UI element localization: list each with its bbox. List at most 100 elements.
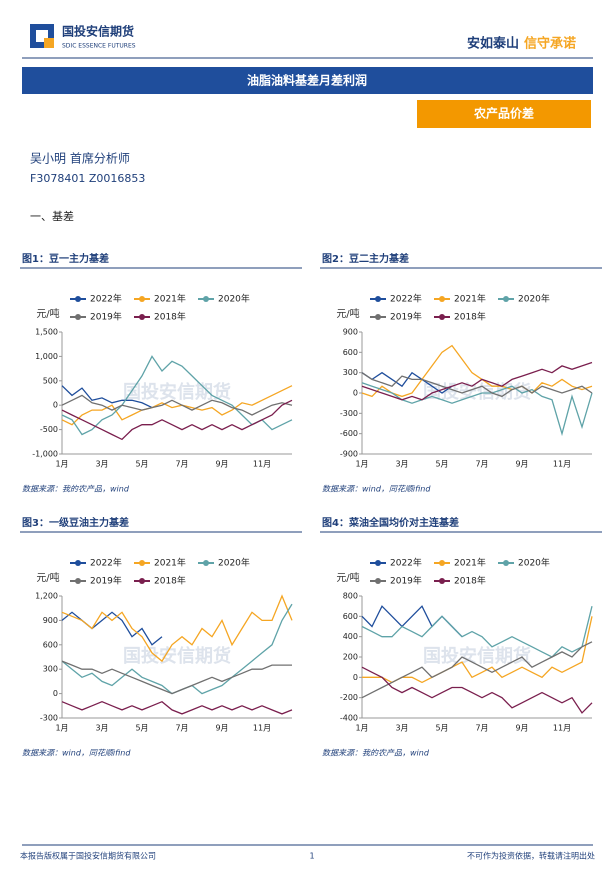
- y-tick-label: -1,000: [32, 450, 58, 459]
- legend-label: 2020年: [518, 557, 550, 569]
- y-tick-label: 1,000: [35, 352, 58, 361]
- legend-marker: [75, 296, 81, 302]
- x-tick-label: 7月: [475, 460, 488, 469]
- legend-marker: [503, 560, 509, 566]
- y-tick-label: 500: [43, 376, 58, 385]
- legend-label: 2018年: [454, 575, 486, 587]
- x-tick-label: 11月: [253, 460, 271, 469]
- legend-marker: [139, 578, 145, 584]
- legend-label: 2021年: [454, 557, 486, 569]
- x-tick-label: 7月: [175, 724, 188, 733]
- x-tick-label: 1月: [55, 460, 68, 469]
- legend-marker: [75, 314, 81, 320]
- legend-label: 2020年: [518, 293, 550, 305]
- legend-marker: [439, 296, 445, 302]
- series-line: [361, 641, 593, 699]
- y-tick-label: 400: [343, 632, 358, 641]
- legend-label: 2022年: [390, 557, 422, 569]
- y-tick-label: 200: [343, 653, 358, 662]
- series-line: [61, 394, 293, 416]
- series-line: [61, 385, 153, 409]
- footer-right: 不可作为投资依据，转载请注明出处: [467, 851, 595, 861]
- x-tick-label: 1月: [355, 724, 368, 733]
- legend-label: 2019年: [90, 575, 122, 587]
- legend-marker: [75, 560, 81, 566]
- legend-marker: [439, 560, 445, 566]
- y-tick-label: -300: [40, 714, 58, 723]
- legend-label: 2022年: [90, 557, 122, 569]
- series-line: [61, 594, 293, 663]
- y-tick-label: 300: [43, 665, 58, 674]
- legend-marker: [375, 314, 381, 320]
- x-tick-label: 7月: [175, 460, 188, 469]
- y-tick-label: 300: [343, 368, 358, 377]
- x-tick-label: 5月: [435, 460, 448, 469]
- legend-label: 2022年: [390, 293, 422, 305]
- legend-marker: [139, 296, 145, 302]
- x-tick-label: 9月: [515, 460, 528, 469]
- y-tick-label: -200: [340, 693, 358, 702]
- series-line: [61, 700, 293, 715]
- figure-title: 图3：一级豆油主力基差: [22, 516, 129, 529]
- legend-label: 2019年: [390, 575, 422, 587]
- x-tick-label: 1月: [355, 460, 368, 469]
- y-axis-label: 元/吨: [36, 307, 59, 320]
- legend-label: 2020年: [218, 557, 250, 569]
- series-line: [361, 666, 593, 714]
- y-tick-label: 800: [343, 592, 358, 601]
- y-tick-label: 600: [343, 612, 358, 621]
- legend-marker: [75, 578, 81, 584]
- legend-label: 2021年: [154, 557, 186, 569]
- x-tick-label: 3月: [395, 724, 408, 733]
- logo-accent: [44, 38, 54, 48]
- x-tick-label: 7月: [475, 724, 488, 733]
- legend-marker: [139, 560, 145, 566]
- y-tick-label: 0: [353, 389, 358, 398]
- figure-title: 图4：菜油全国均价对主连基差: [322, 516, 459, 529]
- section-heading: 一、基差: [30, 209, 74, 223]
- watermark: 国投安信期货: [123, 381, 231, 403]
- x-tick-label: 1月: [55, 724, 68, 733]
- legend-marker: [375, 560, 381, 566]
- watermark: 国投安信期货: [423, 381, 531, 403]
- legend-marker: [503, 296, 509, 302]
- legend-label: 2022年: [90, 293, 122, 305]
- series-line: [361, 344, 593, 398]
- y-tick-label: 1,200: [35, 592, 58, 601]
- y-tick-label: -500: [40, 425, 58, 434]
- figure-title: 图2：豆二主力基差: [322, 252, 409, 265]
- x-tick-label: 3月: [95, 724, 108, 733]
- y-tick-label: -400: [340, 714, 358, 723]
- y-tick-label: 600: [343, 348, 358, 357]
- title-bar: [22, 67, 593, 94]
- y-tick-label: -600: [340, 429, 358, 438]
- x-tick-label: 3月: [95, 460, 108, 469]
- series-line: [361, 361, 593, 401]
- x-tick-label: 5月: [135, 460, 148, 469]
- figure-source: 数据来源：wind，同花顺ifind: [22, 749, 131, 758]
- figure-source: 数据来源：我的农产品，wind: [322, 749, 430, 758]
- legend-label: 2019年: [90, 311, 122, 323]
- x-tick-label: 9月: [515, 724, 528, 733]
- legend-marker: [203, 296, 209, 302]
- legend-marker: [439, 314, 445, 320]
- legend-label: 2019年: [390, 311, 422, 323]
- series-line: [61, 399, 293, 441]
- page-number: 1: [309, 852, 314, 861]
- legend-label: 2020年: [218, 293, 250, 305]
- legend-marker: [203, 560, 209, 566]
- legend-label: 2021年: [154, 293, 186, 305]
- figure-title: 图1：豆一主力基差: [22, 252, 109, 265]
- x-tick-label: 9月: [215, 724, 228, 733]
- author-ids: F3078401 Z0016853: [30, 172, 145, 185]
- x-tick-label: 5月: [135, 724, 148, 733]
- report-title: 油脂油料基差月差利润: [247, 73, 367, 88]
- figure-source: 数据来源：wind，同花顺ifind: [322, 485, 431, 494]
- series-line: [361, 372, 593, 398]
- y-axis-label: 元/吨: [336, 307, 359, 320]
- x-tick-label: 9月: [215, 460, 228, 469]
- series-line: [361, 606, 593, 658]
- y-tick-label: 900: [43, 616, 58, 625]
- legend-label: 2018年: [454, 311, 486, 323]
